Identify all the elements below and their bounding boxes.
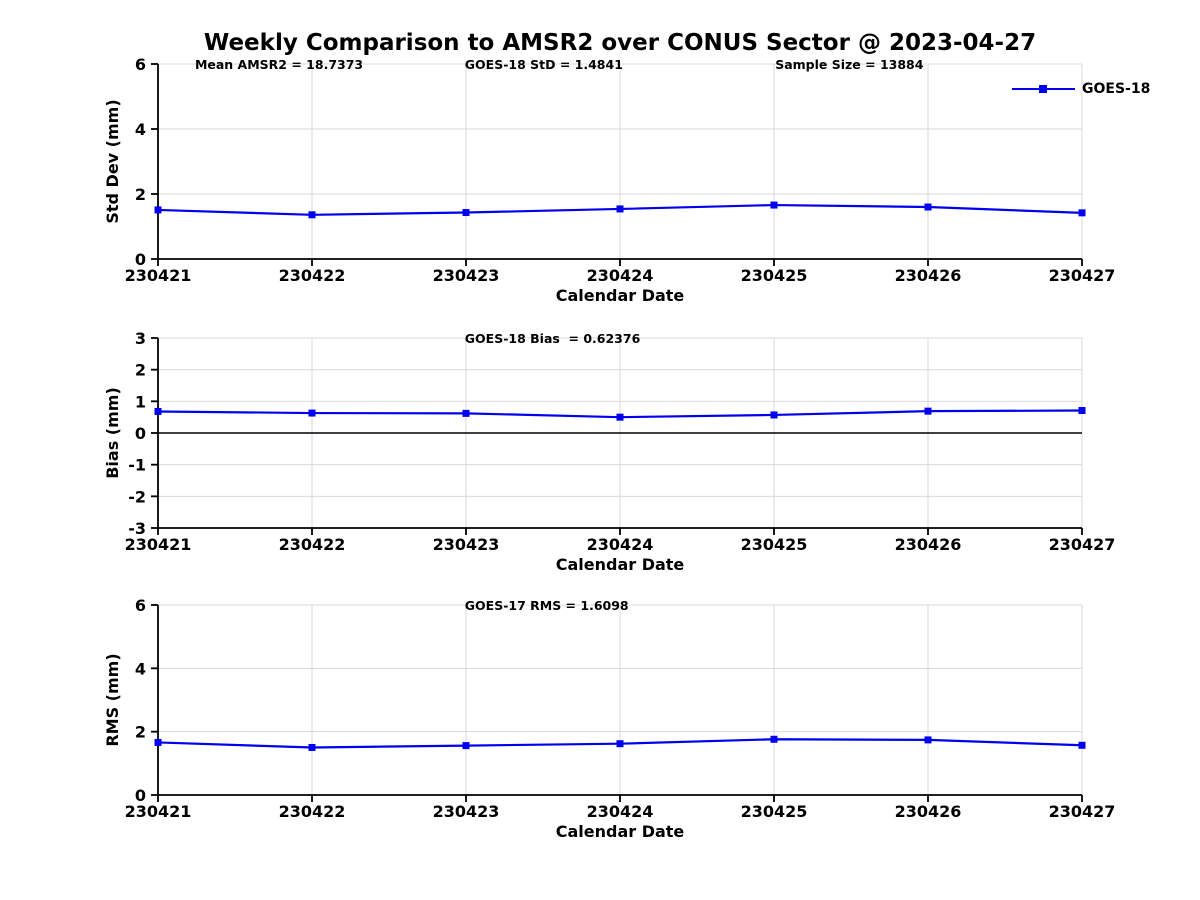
x-tick-label: 230427: [1049, 535, 1116, 554]
stat-annotation: Sample Size = 13884: [775, 57, 924, 72]
x-axis-title: Calendar Date: [556, 555, 685, 574]
x-tick-label: 230422: [279, 802, 346, 821]
x-axis-title: Calendar Date: [556, 822, 685, 841]
x-tick-label: 230423: [433, 802, 500, 821]
stat-annotation: Mean AMSR2 = 18.7373: [195, 57, 363, 72]
x-tick-label: 230426: [895, 266, 962, 285]
data-point-marker: [770, 201, 778, 209]
y-axis-title: RMS (mm): [103, 653, 122, 746]
y-axis-title: Std Dev (mm): [103, 99, 122, 223]
data-point-marker: [308, 211, 316, 219]
data-point-marker: [308, 744, 316, 751]
x-tick-label: 230427: [1049, 266, 1116, 285]
x-tick-label: 230425: [741, 802, 808, 821]
y-axis-title: Bias (mm): [103, 387, 122, 479]
x-tick-label: 230425: [741, 266, 808, 285]
data-point-marker: [1078, 407, 1086, 415]
x-tick-label: 230423: [433, 266, 500, 285]
y-tick-label: 4: [135, 120, 146, 139]
x-tick-label: 230426: [895, 535, 962, 554]
y-tick-label: -3: [128, 519, 146, 538]
data-point-marker: [1078, 209, 1086, 217]
data-point-marker: [924, 407, 932, 415]
y-tick-label: 3: [135, 329, 146, 348]
data-point-marker: [770, 735, 778, 743]
data-point-marker: [770, 411, 778, 419]
y-tick-label: 2: [135, 723, 146, 742]
data-point-marker: [308, 409, 316, 417]
x-tick-label: 230424: [587, 535, 654, 554]
y-tick-label: 0: [135, 424, 146, 443]
x-tick-label: 230422: [279, 266, 346, 285]
data-point-marker: [462, 742, 470, 750]
y-tick-label: 2: [135, 361, 146, 380]
x-tick-label: 230425: [741, 535, 808, 554]
stat-annotation: GOES-18 Bias = 0.62376: [465, 331, 641, 346]
subplot-bias: -3 -2 -1 0 1 2 3 230421 230422 230423 230424 230425…: [103, 329, 1115, 574]
x-tick-label: 230424: [587, 802, 654, 821]
data-point-marker: [462, 209, 470, 217]
y-tick-label: 0: [135, 786, 146, 805]
x-tick-label: 230421: [125, 802, 192, 821]
data-point-marker: [154, 206, 162, 214]
x-tick-label: 230426: [895, 802, 962, 821]
y-tick-label: 0: [135, 250, 146, 269]
chart-title: Weekly Comparison to AMSR2 over CONUS Se…: [203, 30, 1037, 56]
x-axis-title: Calendar Date: [556, 286, 685, 305]
x-tick-label: 230422: [279, 535, 346, 554]
stat-annotation: GOES-18 StD = 1.4841: [465, 57, 623, 72]
y-tick-label: 1: [135, 392, 146, 411]
data-point-marker: [616, 205, 624, 213]
legend-label: GOES-18: [1082, 80, 1151, 97]
data-point-marker: [924, 203, 932, 211]
data-point-marker: [462, 409, 470, 417]
legend-square-marker-icon: [1039, 84, 1047, 93]
subplot-rms: 0 2 4 6 230421 230422 230423 230424 230425 230426…: [103, 596, 1115, 841]
subplot-stddev: 0 2 4 6 230421 230422 230423 230424 230425 230426…: [103, 55, 1115, 305]
x-tick-label: 230421: [125, 266, 192, 285]
x-tick-label: 230424: [587, 266, 654, 285]
x-tick-label: 230427: [1049, 802, 1116, 821]
data-point-marker: [1078, 741, 1086, 749]
y-tick-label: 6: [135, 55, 146, 74]
data-point-marker: [924, 736, 932, 744]
y-tick-label: 6: [135, 596, 146, 615]
x-tick-label: 230421: [125, 535, 192, 554]
stat-annotation: GOES-17 RMS = 1.6098: [465, 598, 629, 613]
legend: GOES-18: [1012, 80, 1150, 97]
data-point-marker: [616, 740, 624, 748]
data-point-marker: [154, 407, 162, 415]
y-tick-label: 4: [135, 659, 146, 678]
data-point-marker: [616, 413, 624, 421]
data-point-marker: [154, 738, 162, 746]
legend-line-sample: [1012, 84, 1075, 93]
y-tick-label: 2: [135, 185, 146, 204]
y-tick-label: -1: [128, 456, 146, 475]
y-tick-label: -2: [128, 487, 146, 506]
x-tick-label: 230423: [433, 535, 500, 554]
